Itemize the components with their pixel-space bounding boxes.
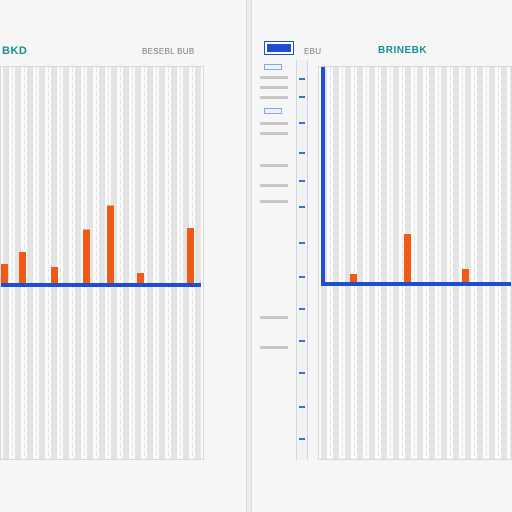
bar-mark (404, 234, 411, 284)
right-bar-chart (321, 67, 511, 286)
bar-mark (1, 264, 8, 285)
left-grid-text (1, 67, 203, 459)
sidebar-item[interactable] (260, 200, 288, 203)
sidebar-item[interactable] (260, 96, 288, 99)
bar-mark (137, 273, 144, 285)
bar-mark (350, 274, 357, 284)
right-spreadsheet[interactable] (318, 66, 512, 460)
scroll-marker (299, 372, 305, 374)
window-divider[interactable] (246, 0, 252, 512)
scroll-marker (299, 152, 305, 154)
left-window: BKD BESEBL BUB (0, 0, 246, 512)
bar-mark (187, 228, 194, 285)
right-header: BRINEBK EBU (252, 36, 512, 62)
toolbar-button[interactable] (264, 64, 282, 70)
left-spreadsheet[interactable] (0, 66, 204, 460)
bar-mark (462, 269, 469, 284)
left-brand-text: BKD (2, 45, 28, 57)
left-bar-chart (1, 205, 201, 287)
sidebar-item[interactable] (260, 346, 288, 349)
scroll-marker (299, 122, 305, 124)
scroll-marker (299, 206, 305, 208)
scroll-marker (299, 438, 305, 440)
sidebar-item[interactable] (260, 86, 288, 89)
scroll-marker (299, 180, 305, 182)
scroll-marker (299, 340, 305, 342)
scroll-marker (299, 406, 305, 408)
right-sidebar-panel (258, 60, 294, 460)
left-meta-text: BESEBL BUB (142, 47, 195, 56)
sidebar-item[interactable] (260, 316, 288, 319)
sidebar-item[interactable] (260, 184, 288, 187)
bar-mark (19, 252, 26, 285)
bar-mark (107, 205, 114, 285)
scroll-marker (299, 276, 305, 278)
sidebar-item[interactable] (260, 164, 288, 167)
scroll-marker (299, 308, 305, 310)
sidebar-item[interactable] (260, 122, 288, 125)
scroll-marker (299, 242, 305, 244)
right-meta-text: EBU (304, 47, 322, 56)
sidebar-item[interactable] (260, 76, 288, 79)
scroll-marker (299, 78, 305, 80)
right-grid-text (319, 67, 511, 459)
toolbar-button[interactable] (264, 108, 282, 114)
bar-mark (83, 229, 90, 285)
sidebar-item[interactable] (260, 132, 288, 135)
active-tab[interactable] (265, 42, 293, 54)
right-brand-text: BRINEBK (378, 45, 428, 56)
bar-mark (51, 267, 58, 285)
left-header: BKD BESEBL BUB (0, 36, 246, 62)
scroll-marker (299, 96, 305, 98)
vertical-scroll-track[interactable] (296, 60, 308, 460)
